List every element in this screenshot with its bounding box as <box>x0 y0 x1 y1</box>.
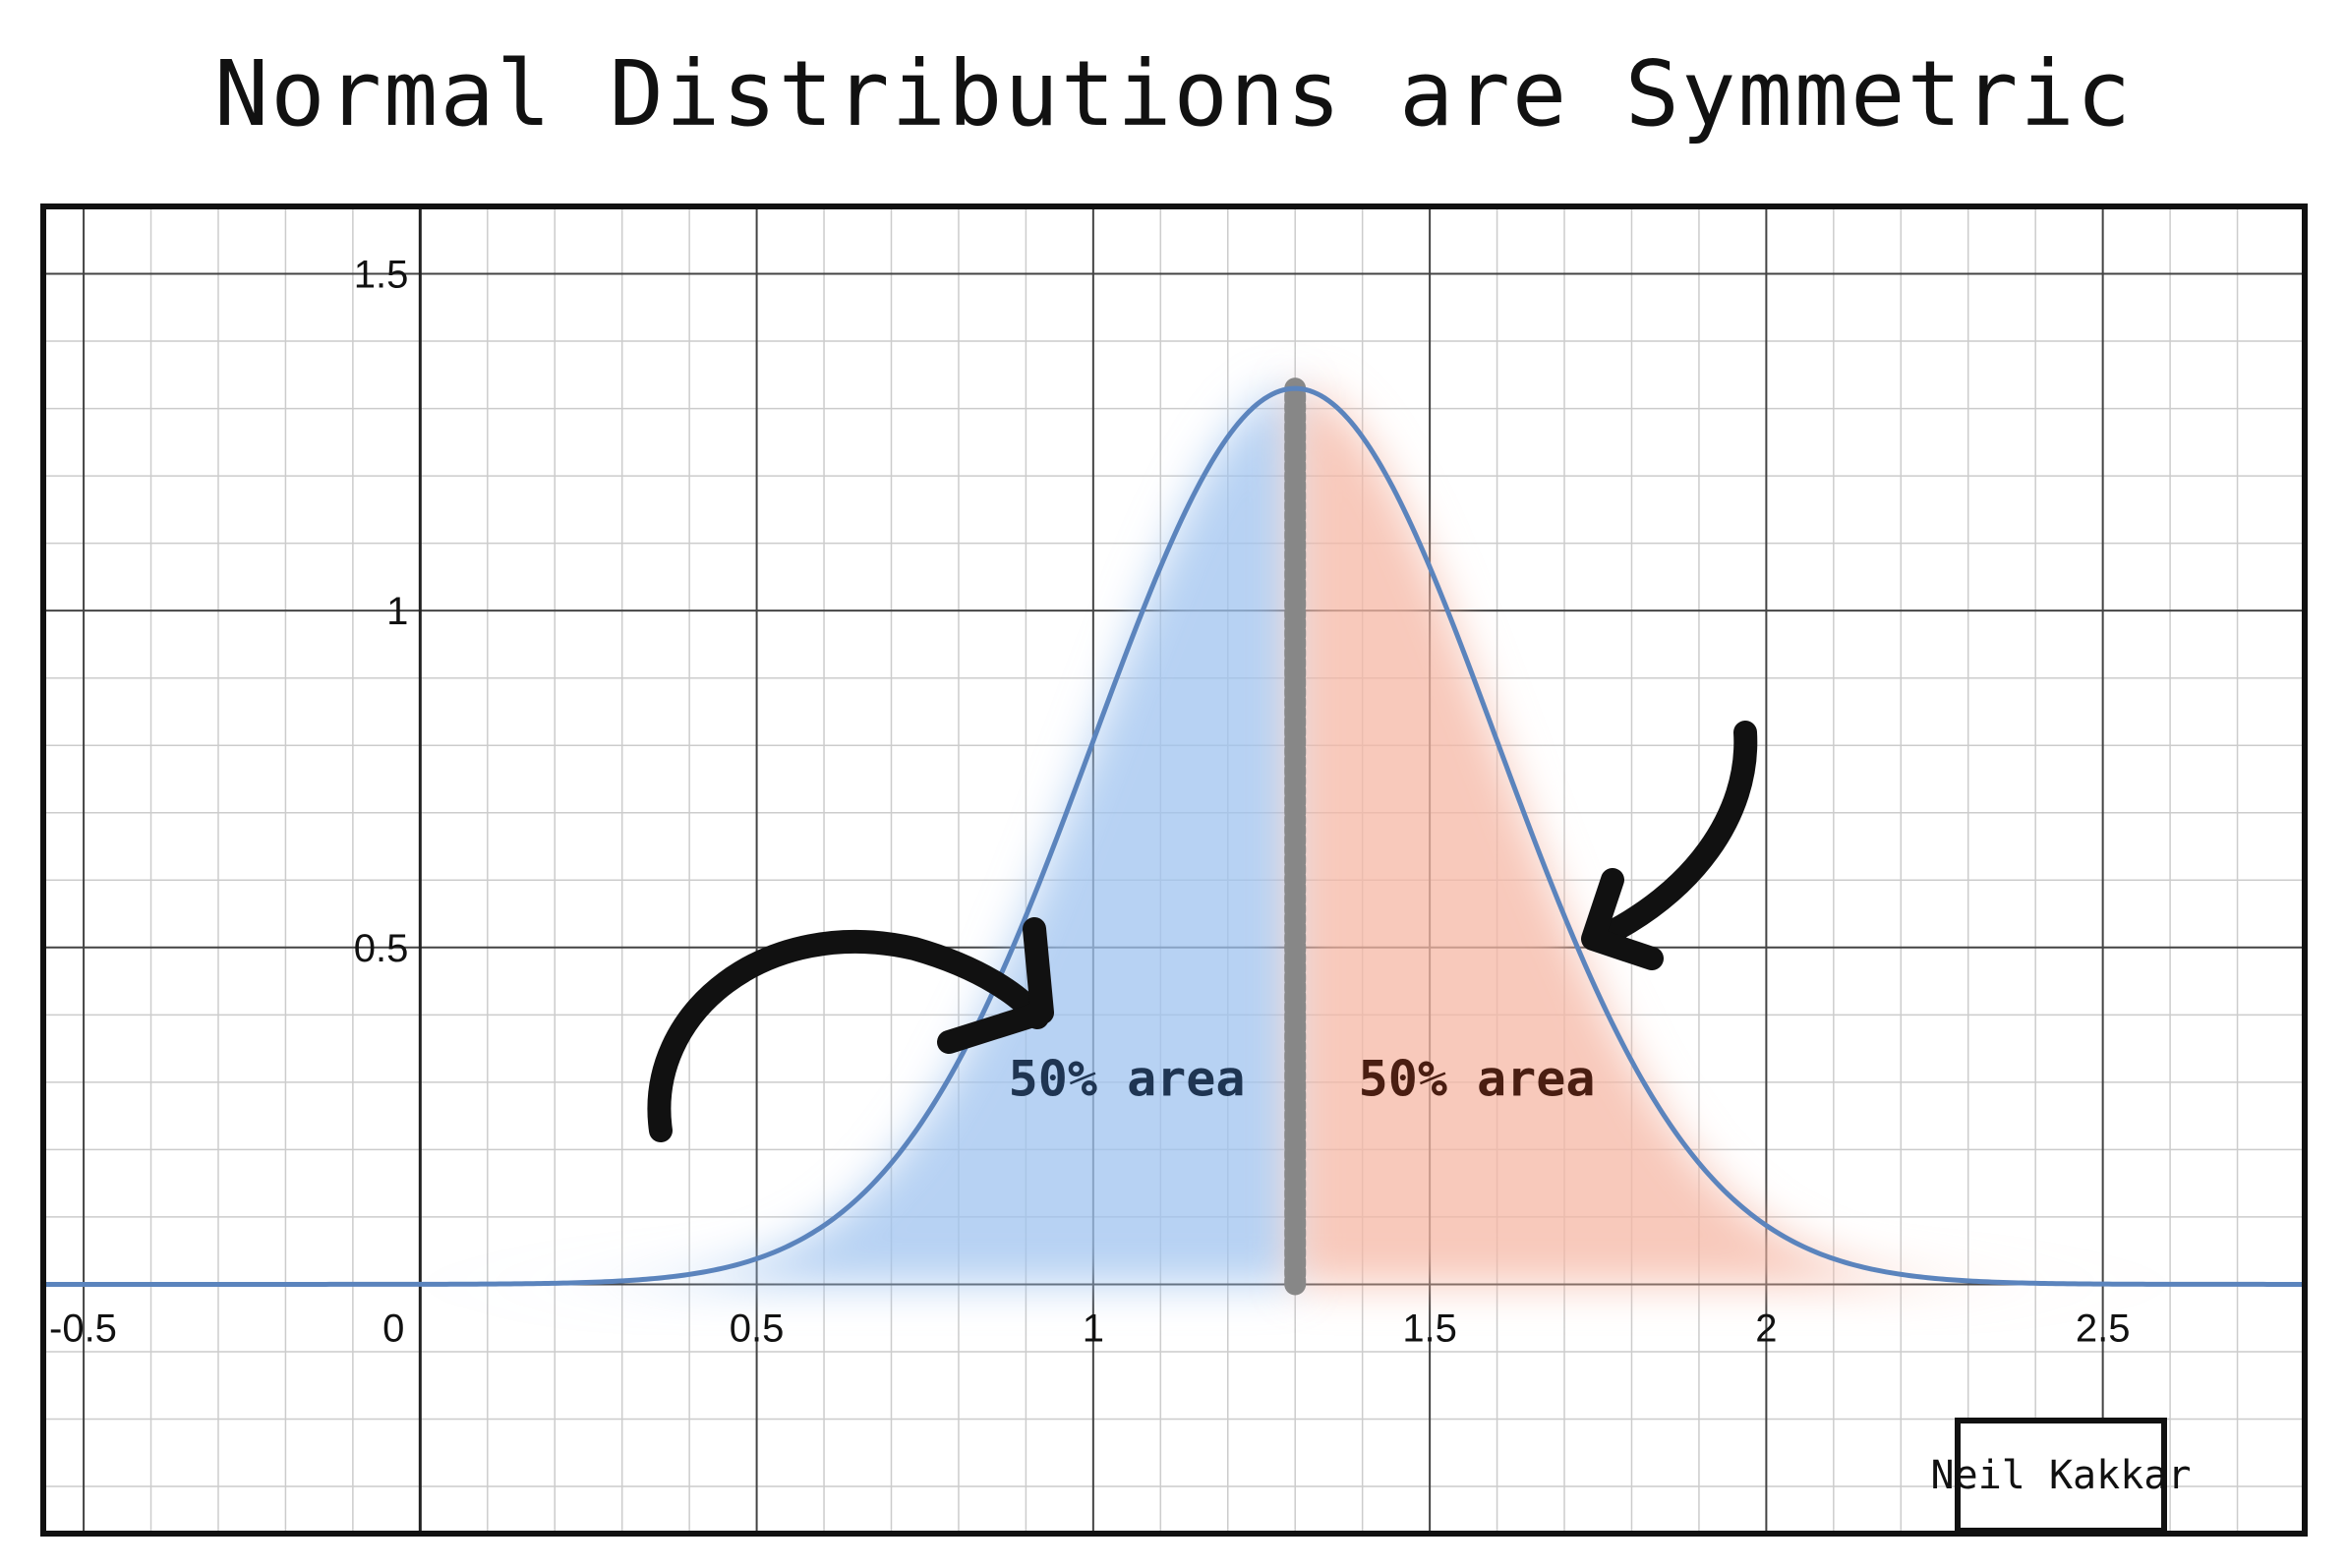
tick-labels: -0.5 0 0.5 1 1.5 2 2.5 0.5 1 1.5 <box>49 254 2130 1351</box>
author-watermark: Neil Kakkar <box>1931 1418 2191 1534</box>
x-tick-label: 0 <box>382 1307 404 1350</box>
y-tick-label: 0.5 <box>354 927 409 970</box>
x-tick-label: 2 <box>1755 1307 1777 1350</box>
chart-title: Normal Distributions are Symmetric <box>213 41 2134 146</box>
x-tick-label: 0.5 <box>730 1307 785 1350</box>
left-half-area <box>43 388 1296 1285</box>
annotations <box>647 721 1758 1142</box>
y-tick-label: 1.5 <box>354 254 409 297</box>
x-tick-label: 1.5 <box>1402 1307 1457 1350</box>
curve-layer <box>43 377 2305 1296</box>
density-curve <box>43 385 2305 1287</box>
y-tick-label: 1 <box>386 590 408 633</box>
left-arrow-icon <box>647 929 1049 1142</box>
x-tick-label: 1 <box>1083 1307 1104 1350</box>
right-half-area <box>1295 388 2305 1285</box>
area-label-right: 50% area <box>1359 1051 1596 1108</box>
area-fills <box>43 388 2305 1285</box>
x-tick-label: -0.5 <box>49 1307 117 1350</box>
right-arrowhead-icon <box>1581 868 1664 970</box>
left-arrowhead-icon <box>937 917 1054 1054</box>
right-arrow-icon <box>1586 721 1758 951</box>
plot-frame <box>40 203 2308 1537</box>
area-labels: 50% area 50% area <box>1009 1051 1596 1108</box>
minor-gridlines <box>43 206 2305 1534</box>
x-tick-label: 2.5 <box>2076 1307 2131 1350</box>
area-label-left: 50% area <box>1009 1051 1246 1108</box>
